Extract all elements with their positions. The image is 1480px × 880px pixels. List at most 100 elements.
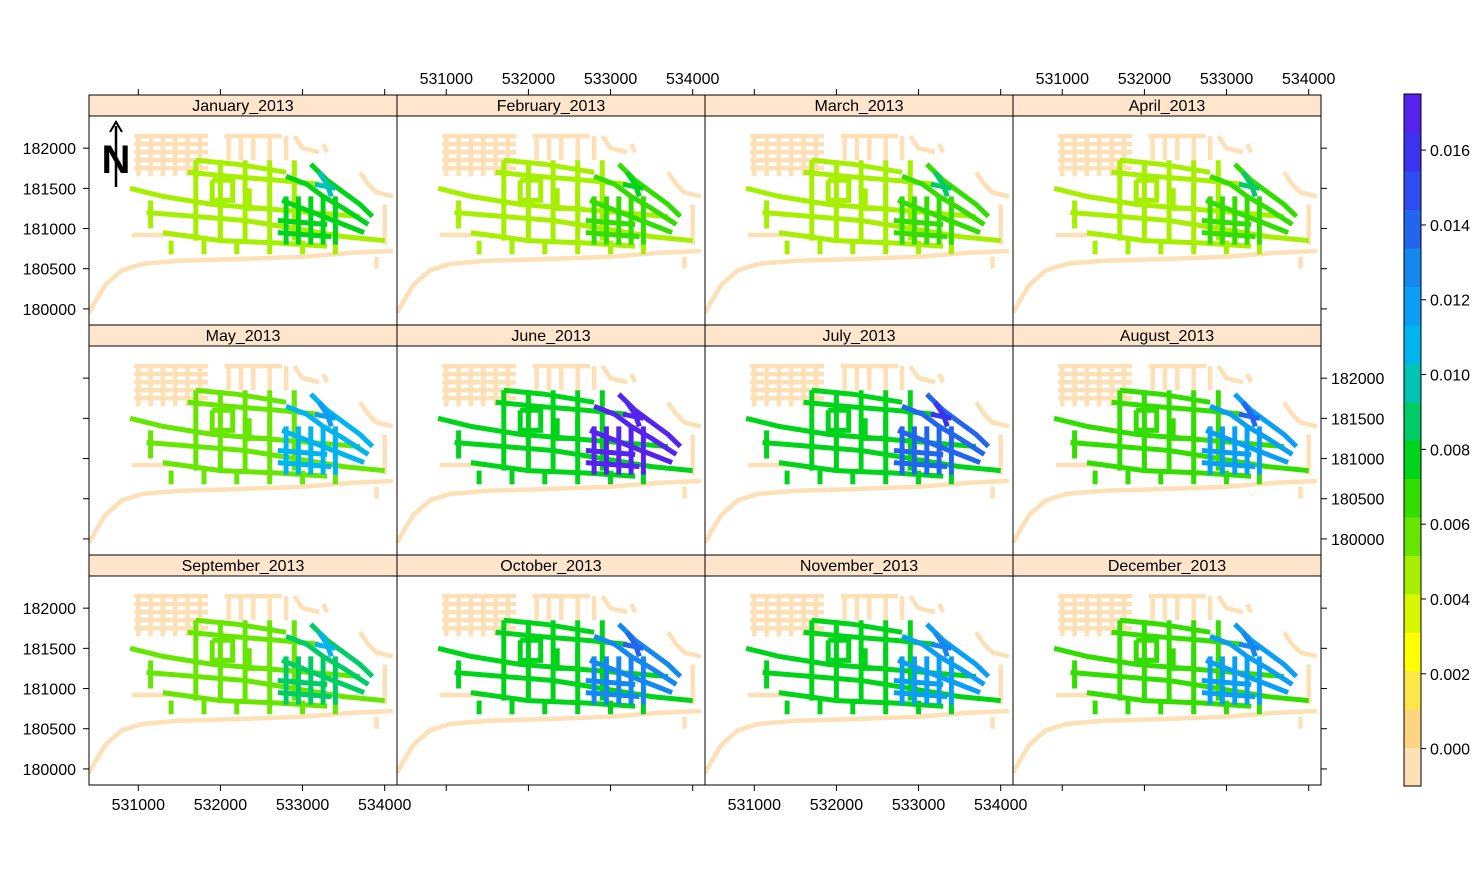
road-segment xyxy=(1119,617,1211,635)
tick-label: 180500 xyxy=(23,722,76,739)
road-segment xyxy=(893,678,944,687)
panel-title: September_2013 xyxy=(182,558,305,575)
road-segment xyxy=(195,157,287,175)
tick-label: 533000 xyxy=(276,797,329,814)
road-segment xyxy=(277,230,332,240)
panel-title: June_2013 xyxy=(511,328,590,345)
tick-label: 531000 xyxy=(728,797,781,814)
tick-label: 180000 xyxy=(23,762,76,779)
tick-label: 534000 xyxy=(358,797,411,814)
map-panel: January_2013 xyxy=(88,94,398,326)
road-segment xyxy=(1013,488,1104,544)
road-segment xyxy=(1282,171,1318,199)
tick-label: 182000 xyxy=(23,601,76,618)
map-panel: November_2013 xyxy=(704,554,1014,786)
road-segment xyxy=(893,230,948,240)
road-segment xyxy=(1170,648,1197,671)
road-segment xyxy=(1119,387,1211,405)
road-network xyxy=(89,593,394,774)
road-segment xyxy=(705,488,796,544)
road-segment xyxy=(600,134,628,155)
panel-title: December_2013 xyxy=(1108,558,1226,575)
tick-label: 181500 xyxy=(23,181,76,198)
road-segment xyxy=(811,157,903,175)
colorbar-label: 0.006 xyxy=(1430,517,1470,534)
road-network xyxy=(705,363,1010,544)
road-segment xyxy=(277,218,328,227)
road-segment xyxy=(1216,134,1244,155)
road-network xyxy=(1013,363,1318,544)
road-segment xyxy=(1245,603,1254,614)
road-segment xyxy=(1103,708,1317,723)
road-network xyxy=(1013,133,1318,314)
road-segment xyxy=(974,401,1010,429)
road-network xyxy=(89,363,394,544)
tick-label: 534000 xyxy=(666,71,719,88)
road-segment xyxy=(893,218,944,227)
road-segment xyxy=(585,448,636,457)
map-panel: October_2013 xyxy=(396,554,706,786)
tick-label: 532000 xyxy=(810,797,863,814)
road-segment xyxy=(397,488,488,544)
road-segment xyxy=(974,631,1010,659)
road-segment xyxy=(179,708,393,723)
road-segment xyxy=(795,478,1009,493)
road-segment xyxy=(666,631,702,659)
road-segment xyxy=(622,181,644,191)
road-segment xyxy=(1238,641,1260,651)
road-segment xyxy=(277,678,328,687)
road-segment xyxy=(314,641,336,651)
road-segment xyxy=(930,181,952,191)
tick-label: 180000 xyxy=(1331,532,1384,549)
road-segment xyxy=(825,637,852,663)
colorbar-label: 0.004 xyxy=(1430,592,1470,609)
map-panel: April_2013 xyxy=(1012,94,1322,326)
road-segment xyxy=(89,488,180,544)
tick-label: 182000 xyxy=(1331,371,1384,388)
road-network xyxy=(397,593,702,774)
tick-label: 181500 xyxy=(23,641,76,658)
colorbar-swatch xyxy=(1404,132,1421,172)
colorbar-label: 0.012 xyxy=(1430,293,1470,310)
road-segment xyxy=(397,718,488,774)
road-segment xyxy=(666,401,702,429)
road-segment xyxy=(893,460,948,470)
panel-title: March_2013 xyxy=(815,98,904,115)
road-segment xyxy=(600,364,628,385)
colorbar-swatch xyxy=(1404,670,1421,710)
road-segment xyxy=(1245,143,1254,154)
tick-label: 181000 xyxy=(23,682,76,699)
road-segment xyxy=(1133,407,1160,433)
colorbar-swatch xyxy=(1404,555,1421,595)
road-segment xyxy=(893,448,944,457)
colorbar-swatch xyxy=(1404,401,1421,441)
road-segment xyxy=(585,218,636,227)
road-segment xyxy=(554,418,581,441)
colorbar-swatch xyxy=(1404,478,1421,518)
road-segment xyxy=(585,460,640,470)
north-arrow-head xyxy=(109,120,123,133)
panel-title: January_2013 xyxy=(192,98,294,115)
road-segment xyxy=(314,181,336,191)
map-panels: January_2013 February_2013 March_2013 April… xyxy=(88,94,1322,786)
road-segment xyxy=(179,248,393,263)
road-segment xyxy=(937,373,946,384)
map-panel: September_2013 xyxy=(88,554,398,786)
colorbar-label: 0.002 xyxy=(1430,667,1470,684)
road-segment xyxy=(321,603,330,614)
tick-label: 533000 xyxy=(892,797,945,814)
road-segment xyxy=(277,448,328,457)
road-segment xyxy=(585,230,640,240)
road-segment xyxy=(1216,364,1244,385)
panel-title: October_2013 xyxy=(500,558,602,575)
colorbar-label: 0.010 xyxy=(1430,368,1470,385)
road-network xyxy=(397,133,702,314)
colorbar-swatch xyxy=(1404,247,1421,287)
road-network xyxy=(397,363,702,544)
road-segment xyxy=(600,594,628,615)
road-segment xyxy=(1216,594,1244,615)
road-segment xyxy=(292,594,320,615)
road-segment xyxy=(1201,448,1252,457)
road-segment xyxy=(585,690,640,700)
